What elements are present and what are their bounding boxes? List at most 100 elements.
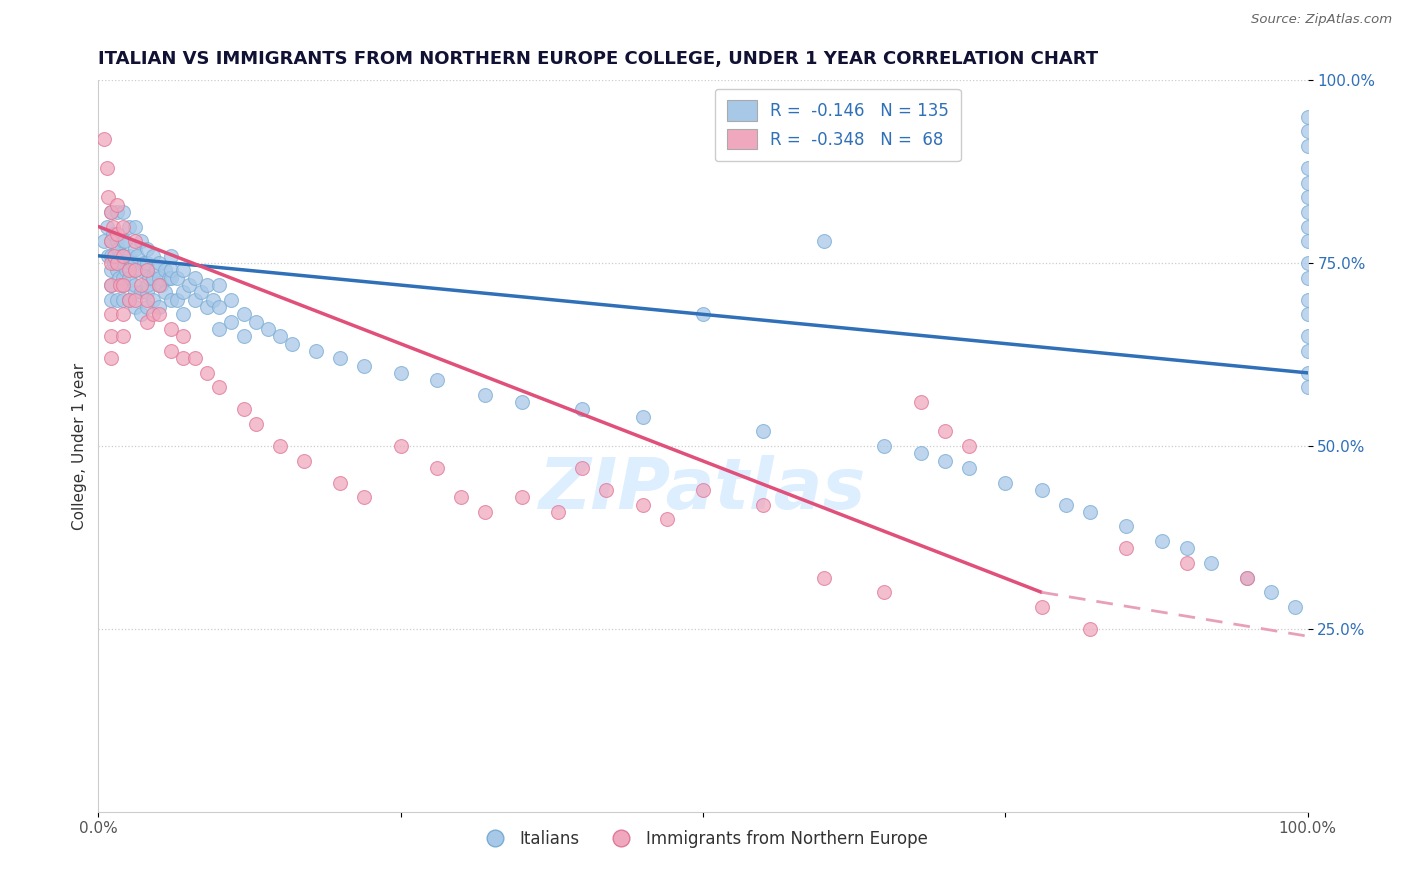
Point	[107, 242, 129, 256]
Point	[100, 205, 122, 219]
Point	[160, 322, 183, 336]
Point	[105, 256, 128, 270]
Point	[100, 278, 122, 293]
Point	[124, 219, 146, 234]
Point	[124, 242, 146, 256]
Point	[934, 453, 956, 467]
Point	[571, 461, 593, 475]
Point	[105, 205, 128, 219]
Point	[129, 307, 152, 321]
Point	[873, 585, 896, 599]
Point	[129, 234, 152, 248]
Point	[100, 205, 122, 219]
Point	[118, 219, 141, 234]
Point	[1296, 161, 1319, 175]
Point	[172, 285, 194, 300]
Point	[118, 293, 141, 307]
Point	[118, 263, 141, 277]
Point	[1296, 205, 1319, 219]
Point	[957, 439, 980, 453]
Point	[292, 453, 315, 467]
Point	[127, 249, 149, 263]
Point	[232, 307, 254, 321]
Point	[148, 270, 170, 285]
Point	[100, 329, 122, 343]
Point	[135, 315, 157, 329]
Point	[1296, 190, 1319, 204]
Point	[329, 475, 352, 490]
Point	[184, 351, 207, 366]
Point	[129, 285, 152, 300]
Point	[910, 395, 932, 409]
Point	[389, 439, 412, 453]
Point	[160, 343, 183, 358]
Point	[118, 293, 141, 307]
Point	[111, 234, 134, 248]
Point	[100, 278, 122, 293]
Point	[1296, 256, 1319, 270]
Point	[108, 278, 131, 293]
Point	[190, 285, 212, 300]
Point	[129, 278, 152, 293]
Point	[148, 278, 170, 293]
Point	[124, 278, 146, 293]
Point	[108, 270, 131, 285]
Point	[111, 278, 134, 293]
Point	[1284, 599, 1306, 614]
Point	[1296, 110, 1319, 124]
Point	[160, 263, 183, 277]
Point	[172, 307, 194, 321]
Point	[103, 249, 125, 263]
Point	[100, 234, 122, 248]
Point	[100, 351, 122, 366]
Point	[97, 190, 120, 204]
Point	[1296, 270, 1319, 285]
Point	[124, 300, 146, 314]
Point	[118, 249, 141, 263]
Point	[1031, 599, 1053, 614]
Point	[121, 256, 143, 270]
Point	[305, 343, 328, 358]
Point	[114, 234, 136, 248]
Point	[135, 278, 157, 293]
Point	[1175, 541, 1198, 556]
Point	[101, 219, 124, 234]
Point	[752, 498, 775, 512]
Point	[934, 425, 956, 439]
Point	[202, 293, 225, 307]
Point	[994, 475, 1017, 490]
Point	[111, 307, 134, 321]
Point	[142, 307, 165, 321]
Point	[232, 329, 254, 343]
Point	[124, 293, 146, 307]
Point	[135, 300, 157, 314]
Point	[281, 336, 304, 351]
Point	[256, 322, 278, 336]
Point	[510, 490, 533, 504]
Point	[1078, 622, 1101, 636]
Point	[179, 278, 201, 293]
Point	[100, 263, 122, 277]
Point	[166, 293, 188, 307]
Point	[96, 219, 118, 234]
Point	[1236, 571, 1258, 585]
Point	[100, 249, 122, 263]
Point	[111, 278, 134, 293]
Point	[172, 329, 194, 343]
Point	[1296, 293, 1319, 307]
Point	[118, 270, 141, 285]
Point	[195, 300, 218, 314]
Point	[692, 483, 714, 497]
Point	[111, 249, 134, 263]
Point	[195, 366, 218, 380]
Point	[100, 256, 122, 270]
Point	[1078, 505, 1101, 519]
Point	[138, 270, 160, 285]
Point	[1296, 380, 1319, 394]
Point	[135, 285, 157, 300]
Point	[269, 439, 291, 453]
Point	[135, 256, 157, 270]
Point	[100, 293, 122, 307]
Point	[595, 483, 617, 497]
Point	[142, 270, 165, 285]
